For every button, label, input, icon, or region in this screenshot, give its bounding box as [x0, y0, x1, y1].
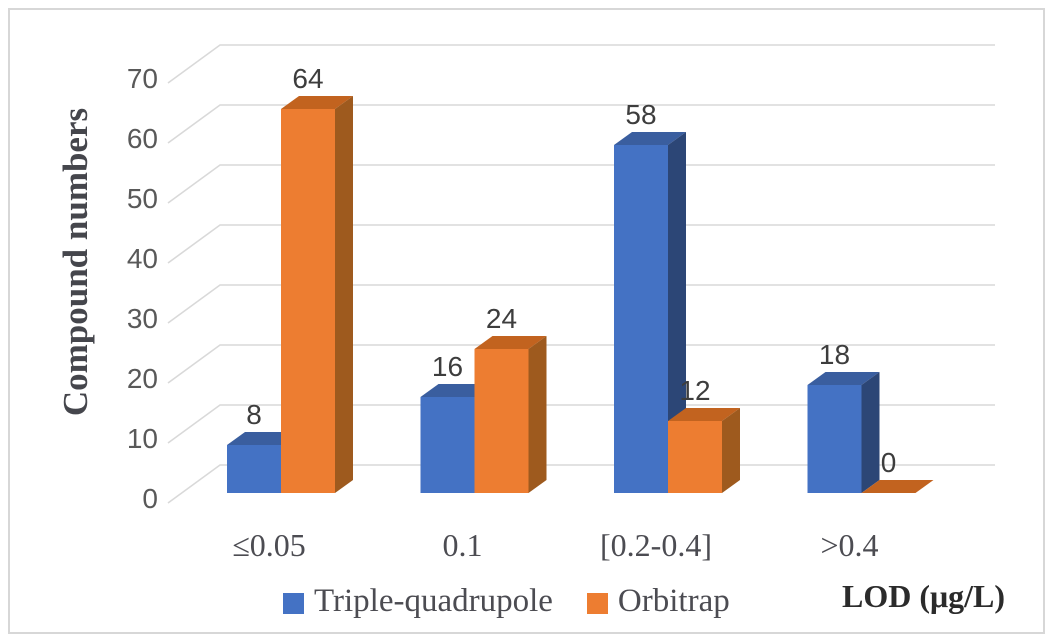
bar-top-orbitrap	[668, 408, 740, 421]
gridline	[167, 104, 995, 144]
bar-orbitrap	[281, 109, 335, 493]
y-tick-label: 50	[127, 183, 158, 214]
y-tick-label: 60	[127, 123, 158, 154]
y-tick-label: 70	[127, 63, 158, 94]
data-label: 18	[819, 339, 850, 370]
x-category-label: ≤0.05	[232, 527, 306, 563]
bar-top-orbitrap	[861, 480, 934, 493]
bar-orbitrap	[668, 421, 722, 493]
y-tick-label: 0	[142, 483, 158, 514]
bar-triple-quadrupole	[614, 145, 668, 493]
y-tick-label: 30	[127, 303, 158, 334]
bar-top-orbitrap	[474, 336, 547, 349]
legend-swatch-triple-quadrupole-icon	[283, 592, 304, 614]
legend-label-triple-quadrupole: Triple-quadrupole	[314, 583, 553, 619]
legend-label-orbitrap: Orbitrap	[617, 583, 730, 619]
gridline	[167, 344, 995, 384]
data-label: 64	[292, 63, 323, 94]
y-axis-title: Compound numbers	[56, 107, 95, 417]
chart-border	[8, 8, 1045, 634]
bar-side-orbitrap	[722, 408, 740, 493]
x-axis-title: LOD (μg/L)	[842, 578, 1006, 614]
legend-swatch-orbitrap-icon	[586, 592, 608, 614]
data-label: 16	[432, 351, 463, 382]
bar-triple-quadrupole	[807, 385, 862, 493]
gridline	[167, 44, 995, 84]
data-label: 8	[246, 399, 262, 430]
bar-top-triple-quadrupole	[807, 372, 880, 385]
x-category-label: 0.1	[443, 527, 483, 563]
legend-item-orbitrap: Orbitrap	[586, 583, 730, 619]
gridline	[167, 284, 995, 324]
gridline	[167, 404, 995, 444]
gridline	[167, 164, 995, 204]
bar-orbitrap	[474, 349, 529, 493]
bar-side-orbitrap	[528, 336, 547, 493]
legend-item-triple-quadrupole: Triple-quadrupole	[283, 585, 553, 618]
bar-top-orbitrap	[281, 96, 353, 109]
legend: Triple-quadrupole Orbitrap	[283, 585, 730, 618]
bar-triple-quadrupole	[227, 445, 281, 493]
bar-triple-quadrupole	[420, 397, 475, 493]
bar-side-orbitrap	[335, 96, 353, 493]
y-tick-label: 40	[127, 243, 158, 274]
data-label: 0	[881, 447, 897, 478]
x-category-label: [0.2-0.4]	[600, 527, 712, 563]
gridline	[167, 224, 995, 264]
bar-side-triple-quadrupole	[668, 132, 686, 493]
bar-side-triple-quadrupole	[861, 372, 880, 493]
data-label: 58	[625, 99, 656, 130]
bar-top-triple-quadrupole	[614, 132, 686, 145]
x-category-label: >0.4	[820, 527, 878, 563]
y-tick-label: 10	[127, 423, 158, 454]
y-tick-label: 20	[127, 363, 158, 394]
data-label: 12	[679, 375, 710, 406]
data-label: 24	[486, 303, 517, 334]
